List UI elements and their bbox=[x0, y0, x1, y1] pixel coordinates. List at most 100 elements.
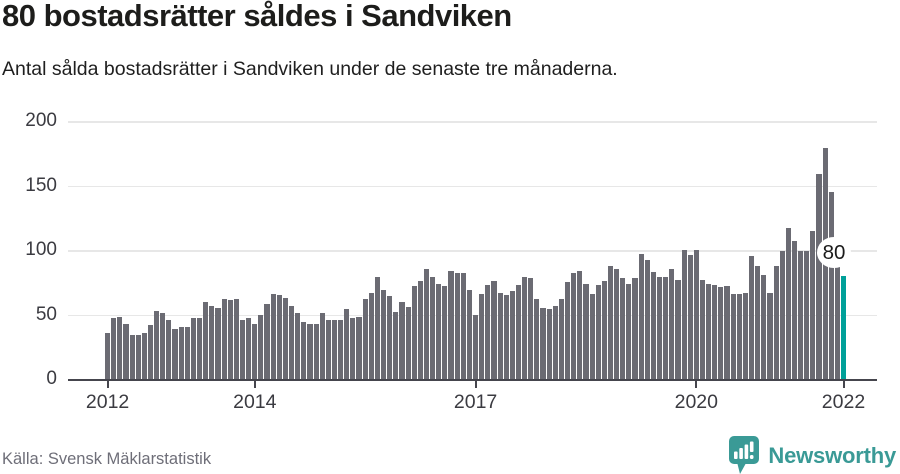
bar bbox=[387, 296, 393, 379]
bar bbox=[693, 250, 699, 379]
bar bbox=[466, 290, 472, 379]
bar bbox=[663, 277, 669, 379]
x-axis-tick bbox=[253, 379, 256, 388]
bar bbox=[221, 299, 227, 379]
bar bbox=[810, 230, 816, 379]
x-axis-tick bbox=[106, 379, 109, 388]
bar bbox=[141, 332, 147, 379]
bar bbox=[503, 295, 509, 379]
bar bbox=[614, 269, 620, 380]
gridline bbox=[68, 121, 877, 123]
bar bbox=[301, 322, 307, 379]
bar bbox=[699, 279, 706, 379]
source-credit: Källa: Svensk Mäklarstatistik bbox=[2, 450, 212, 468]
bar bbox=[117, 317, 123, 379]
bar bbox=[742, 292, 748, 379]
bar bbox=[761, 274, 767, 379]
bar bbox=[828, 191, 834, 379]
bar bbox=[546, 309, 552, 379]
bar bbox=[767, 292, 773, 379]
bar bbox=[442, 286, 448, 379]
newsworthy-logo-icon bbox=[729, 436, 760, 474]
bar bbox=[147, 324, 154, 379]
bar bbox=[258, 314, 264, 379]
bar bbox=[712, 284, 718, 379]
bar bbox=[564, 282, 571, 380]
bar bbox=[675, 279, 681, 379]
bar bbox=[736, 293, 742, 379]
bar bbox=[472, 314, 479, 379]
bar bbox=[748, 256, 755, 379]
last-value-annotation: 80 bbox=[817, 237, 851, 268]
bar bbox=[595, 284, 601, 379]
bar bbox=[307, 323, 313, 379]
x-axis-tick-label: 2014 bbox=[233, 391, 277, 413]
brand-lockup: Newsworthy bbox=[729, 436, 896, 474]
bar bbox=[791, 241, 798, 379]
x-axis-line bbox=[68, 378, 877, 381]
x-axis-tick bbox=[842, 379, 845, 388]
bar bbox=[583, 283, 589, 379]
bar bbox=[160, 313, 166, 379]
bar bbox=[454, 273, 460, 379]
bar bbox=[804, 251, 810, 379]
bar bbox=[485, 284, 491, 379]
x-axis-tick-label: 2012 bbox=[85, 391, 130, 413]
bar bbox=[491, 281, 497, 379]
bar bbox=[239, 319, 246, 379]
bar bbox=[558, 299, 564, 379]
bar bbox=[669, 269, 675, 380]
bar bbox=[650, 271, 656, 379]
bar bbox=[509, 291, 515, 379]
x-axis-tick-label: 2017 bbox=[453, 391, 498, 413]
bar bbox=[405, 306, 411, 379]
bar bbox=[111, 318, 117, 379]
bar bbox=[227, 300, 233, 379]
y-axis-tick-label: 150 bbox=[25, 174, 57, 196]
bar bbox=[448, 270, 454, 379]
bar bbox=[460, 273, 466, 379]
highlighted-bar bbox=[840, 275, 847, 379]
brand-name: Newsworthy bbox=[768, 443, 896, 468]
bar bbox=[374, 277, 380, 379]
bar bbox=[319, 313, 325, 379]
gridline bbox=[68, 185, 877, 187]
y-axis-tick-label: 50 bbox=[35, 303, 57, 325]
bar bbox=[276, 295, 282, 379]
bar bbox=[681, 250, 687, 379]
bar bbox=[785, 228, 791, 379]
y-axis-tick-label: 100 bbox=[25, 239, 57, 260]
bar bbox=[601, 281, 607, 379]
bar bbox=[718, 287, 724, 379]
bar bbox=[135, 335, 141, 379]
page-title: 80 bostadsrätter såldes i Sandviken bbox=[2, 0, 512, 33]
bar bbox=[154, 310, 160, 379]
bar bbox=[644, 260, 650, 379]
bar bbox=[798, 251, 804, 379]
bar bbox=[331, 319, 338, 379]
bar bbox=[166, 319, 172, 379]
bar bbox=[325, 319, 331, 379]
bar bbox=[209, 305, 215, 379]
bar bbox=[129, 335, 135, 379]
bar bbox=[233, 299, 239, 379]
bar bbox=[638, 253, 644, 379]
bar bbox=[479, 293, 485, 379]
gridline bbox=[68, 314, 877, 316]
bar bbox=[497, 292, 503, 379]
bar bbox=[393, 311, 399, 379]
bar bbox=[626, 283, 632, 379]
bar bbox=[380, 290, 387, 379]
y-axis-tick-label: 0 bbox=[46, 368, 57, 389]
bar bbox=[282, 297, 288, 379]
bar bbox=[515, 284, 522, 379]
bar bbox=[295, 313, 301, 379]
bar bbox=[344, 309, 350, 379]
bar bbox=[552, 305, 558, 379]
bar bbox=[197, 318, 203, 379]
bar bbox=[270, 293, 276, 379]
y-axis-tick-label: 200 bbox=[25, 110, 57, 131]
bar bbox=[730, 293, 736, 379]
x-axis-tick-label: 2022 bbox=[821, 391, 866, 413]
bar bbox=[706, 283, 712, 379]
